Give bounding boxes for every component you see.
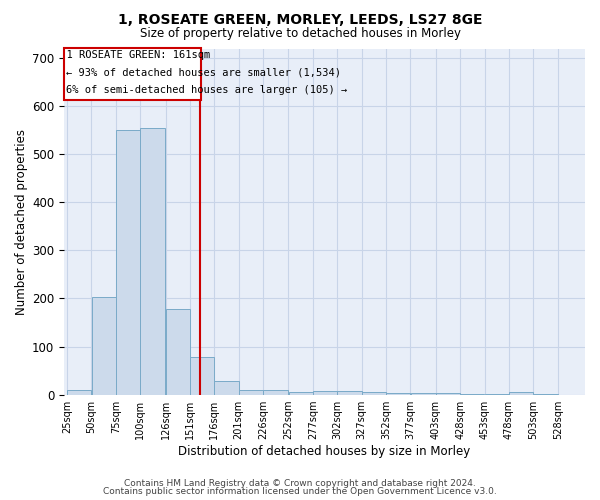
Bar [190,357,214,395]
Y-axis label: Number of detached properties: Number of detached properties [15,128,28,314]
Text: Size of property relative to detached houses in Morley: Size of property relative to detached ho… [139,28,461,40]
Bar [67,390,91,394]
Bar [263,390,289,394]
Text: ← 93% of detached houses are smaller (1,534): ← 93% of detached houses are smaller (1,… [66,68,341,78]
Bar [239,390,263,394]
Text: Contains public sector information licensed under the Open Government Licence v3: Contains public sector information licen… [103,487,497,496]
Bar [509,392,533,394]
Text: 1, ROSEATE GREEN, MORLEY, LEEDS, LS27 8GE: 1, ROSEATE GREEN, MORLEY, LEEDS, LS27 8G… [118,12,482,26]
Bar [410,393,436,394]
Bar [166,309,190,394]
Bar [386,393,410,394]
X-axis label: Distribution of detached houses by size in Morley: Distribution of detached houses by size … [178,444,470,458]
Bar [362,392,386,394]
Bar [214,381,239,394]
Bar [116,130,140,394]
Bar [289,392,313,394]
Text: 1 ROSEATE GREEN: 161sqm: 1 ROSEATE GREEN: 161sqm [54,50,211,60]
Bar [140,128,166,394]
Bar [337,390,362,394]
Text: Contains HM Land Registry data © Crown copyright and database right 2024.: Contains HM Land Registry data © Crown c… [124,478,476,488]
Bar [313,390,337,394]
Bar [92,297,116,394]
Bar [436,393,460,394]
FancyBboxPatch shape [64,48,200,100]
Text: 6% of semi-detached houses are larger (105) →: 6% of semi-detached houses are larger (1… [66,86,347,96]
